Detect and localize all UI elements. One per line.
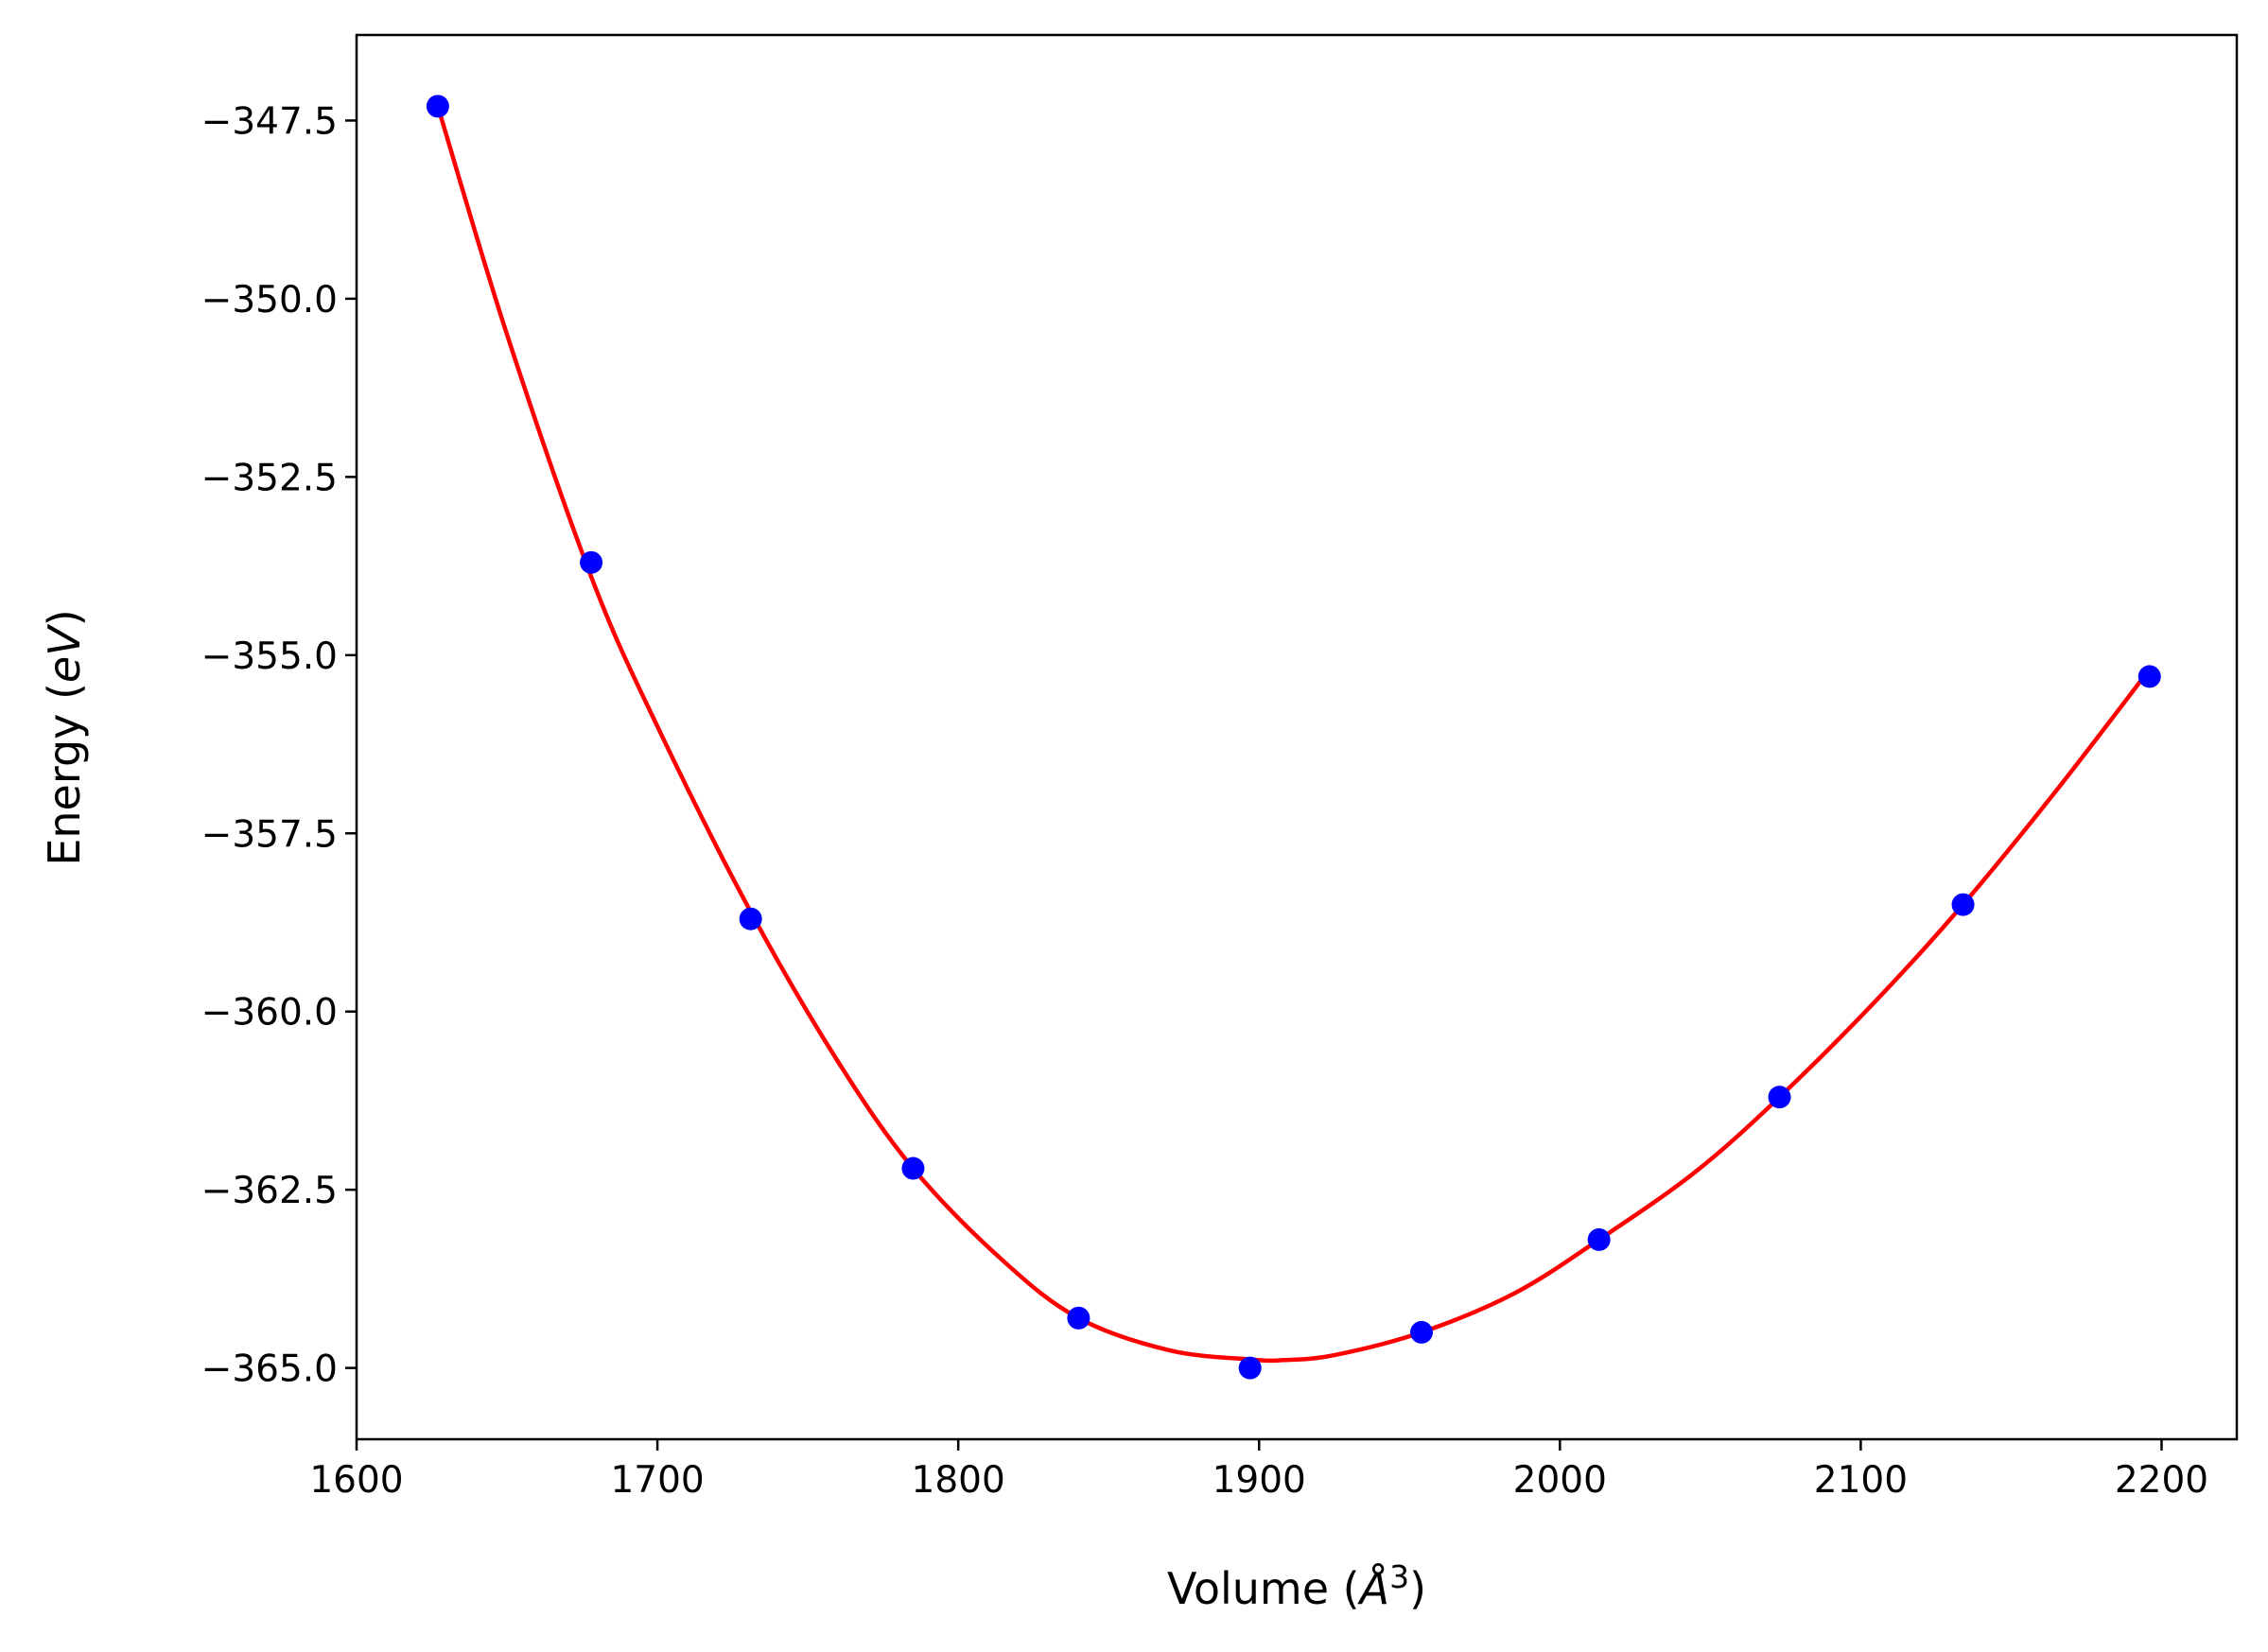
x-axis-label: Volume (Å3) [1167, 1558, 1426, 1614]
x-tick-label: 2200 [2115, 1459, 2208, 1502]
y-axis-label: Energy (eV) [39, 609, 90, 865]
data-point [1951, 893, 1975, 916]
x-tick-label: 2100 [1814, 1459, 1908, 1502]
data-point [1410, 1320, 1434, 1344]
data-point [1238, 1356, 1262, 1380]
x-tick-label: 1900 [1213, 1459, 1306, 1502]
y-tick-label: −350.0 [201, 279, 338, 322]
data-point [1768, 1086, 1791, 1109]
data-point [1587, 1227, 1611, 1251]
x-tick-label: 1800 [912, 1459, 1005, 1502]
y-tick-label: −365.0 [201, 1348, 338, 1391]
y-tick-label: −355.0 [201, 635, 338, 678]
data-point [739, 907, 762, 930]
y-tick-label: −347.5 [201, 100, 338, 143]
y-axis: −347.5 −350.0 −352.5 −355.0 −357.5 −360.0 −362… [201, 100, 357, 1391]
data-point [1067, 1306, 1090, 1330]
plot-area [426, 95, 2161, 1380]
y-tick-label: −352.5 [201, 457, 338, 499]
x-tick-label: 2000 [1513, 1459, 1607, 1502]
data-point [2137, 665, 2161, 688]
fit-curve [435, 105, 2152, 1364]
x-axis: 1600 1700 1800 1900 2000 2100 2200 [309, 1439, 2208, 1502]
y-tick-label: −360.0 [201, 992, 338, 1035]
data-point [901, 1156, 925, 1180]
data-point [426, 95, 449, 118]
x-tick-label: 1600 [309, 1459, 403, 1502]
y-tick-label: −357.5 [201, 813, 338, 856]
axes-frame [355, 33, 2239, 1441]
x-tick-label: 1700 [610, 1459, 704, 1502]
y-tick-label: −362.5 [201, 1170, 338, 1212]
data-point [580, 550, 603, 574]
